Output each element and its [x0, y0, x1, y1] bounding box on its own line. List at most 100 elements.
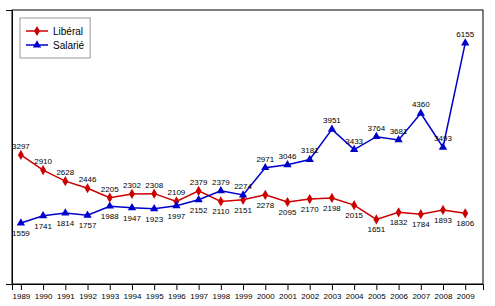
data-point — [196, 186, 202, 196]
x-tick-label: 2002 — [301, 292, 319, 301]
data-label: 2151 — [234, 206, 252, 215]
data-label: 1947 — [123, 214, 141, 223]
data-point — [262, 190, 268, 200]
series-line — [21, 43, 465, 223]
data-label: 2910 — [34, 157, 52, 166]
data-label: 3046 — [279, 152, 297, 161]
x-tick-mark — [65, 284, 66, 290]
x-tick-label: 2004 — [346, 292, 364, 301]
x-tick-label: 1990 — [35, 292, 53, 301]
x-tick: 2000 — [257, 284, 275, 301]
x-tick: 2005 — [368, 284, 386, 301]
data-label: 2109 — [168, 188, 186, 197]
data-label: 3181 — [301, 146, 319, 155]
data-label: 2015 — [345, 211, 363, 220]
data-label: 3764 — [367, 124, 385, 133]
x-tick: 1993 — [101, 284, 119, 301]
data-label: 2628 — [56, 168, 74, 177]
x-tick-label: 1991 — [57, 292, 75, 301]
plot-area: 1989199019911992199319941995199619971998… — [6, 10, 484, 301]
data-point — [306, 155, 314, 162]
x-tick-mark — [132, 284, 133, 290]
data-point — [40, 165, 46, 175]
data-label: 1893 — [434, 216, 452, 225]
x-tick-label: 2006 — [390, 292, 408, 301]
data-point — [172, 201, 180, 208]
x-tick-label: 1992 — [79, 292, 97, 301]
data-point — [107, 193, 113, 203]
data-point — [329, 193, 335, 203]
x-tick: 1997 — [190, 284, 208, 301]
legend: LibéralSalarié — [20, 18, 90, 58]
data-point — [85, 183, 91, 193]
data-point — [285, 197, 291, 207]
data-point — [17, 218, 25, 225]
x-tick-label: 2000 — [257, 292, 275, 301]
legend-marker — [34, 26, 40, 36]
data-label: 2379 — [212, 178, 230, 187]
data-point — [461, 38, 469, 45]
data-point — [372, 132, 380, 139]
series-line — [21, 155, 465, 219]
chart: 1989199019911992199319941995199619971998… — [0, 0, 495, 306]
legend-box — [20, 18, 90, 58]
data-point — [351, 200, 357, 210]
x-tick-mark — [88, 284, 89, 290]
legend-label: Libéral — [53, 26, 83, 37]
data-point — [39, 211, 47, 218]
data-point — [439, 142, 447, 149]
data-point — [217, 186, 225, 193]
data-point — [106, 201, 114, 208]
x-tick-mark — [354, 284, 355, 290]
data-point — [129, 189, 135, 199]
data-label: 3297 — [12, 142, 30, 151]
data-label: 1923 — [145, 215, 163, 224]
x-tick: 2006 — [390, 284, 408, 301]
x-tick: 2001 — [279, 284, 297, 301]
data-label: 1814 — [56, 219, 74, 228]
x-tick-label: 1997 — [190, 292, 208, 301]
data-label: 3681 — [390, 127, 408, 136]
x-tick-mark — [421, 284, 422, 290]
x-tick-mark — [21, 284, 22, 290]
data-label: 1997 — [168, 212, 186, 221]
x-tick-mark — [287, 284, 288, 290]
x-tick: 2008 — [435, 284, 453, 301]
data-point — [194, 195, 202, 202]
data-label: 2971 — [256, 155, 274, 164]
x-tick-label: 1994 — [124, 292, 142, 301]
data-point — [239, 190, 247, 197]
x-tick-label: 2009 — [457, 292, 475, 301]
data-point — [307, 194, 313, 204]
data-label: 1784 — [412, 220, 430, 229]
x-tick-label: 1999 — [235, 292, 253, 301]
data-point — [83, 210, 91, 217]
x-tick-mark — [265, 284, 266, 290]
x-tick-mark — [376, 284, 377, 290]
data-point — [18, 150, 24, 160]
marks — [17, 38, 470, 225]
plot-frame — [12, 10, 483, 284]
data-label: 2278 — [256, 201, 274, 210]
data-label: 2198 — [323, 204, 341, 213]
x-tick: 1990 — [35, 284, 53, 301]
data-point — [128, 203, 136, 210]
x-tick-mark — [310, 284, 311, 290]
x-tick-mark — [199, 284, 200, 290]
x-tick-label: 1996 — [168, 292, 186, 301]
data-point — [462, 208, 468, 218]
x-tick-mark — [176, 284, 177, 290]
x-tick: 1991 — [57, 284, 75, 301]
data-label: 2170 — [301, 205, 319, 214]
data-label: 1757 — [79, 221, 97, 230]
data-label: 1741 — [34, 222, 52, 231]
legend-marker — [33, 40, 41, 47]
data-point — [417, 109, 425, 116]
data-label: 2152 — [190, 206, 208, 215]
data-label: 1988 — [101, 212, 119, 221]
x-tick: 1998 — [212, 284, 230, 301]
data-point — [261, 163, 269, 170]
data-point — [150, 204, 158, 211]
data-point — [396, 207, 402, 217]
x-tick-mark — [443, 284, 444, 290]
